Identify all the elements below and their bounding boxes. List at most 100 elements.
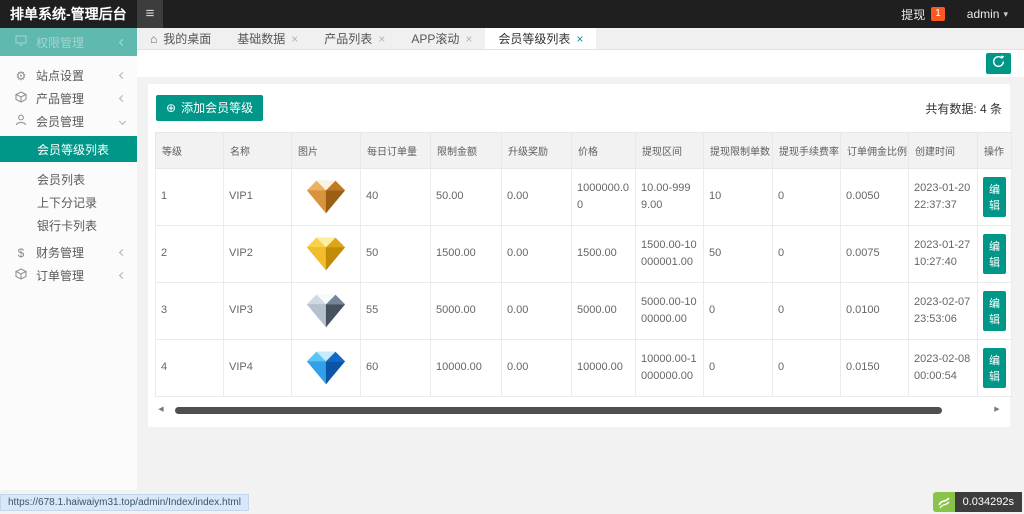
main-area: ⌂ 我的桌面 基础数据 × 产品列表 × APP滚动 × 会员等级列表 × (137, 28, 1024, 514)
close-icon[interactable]: × (465, 31, 473, 46)
tab-app-scroll[interactable]: APP滚动 × (398, 28, 485, 49)
cell-commission: 0.0150 (840, 339, 909, 397)
chevron-left-icon (118, 38, 127, 46)
withdraw-count-badge: 1 (931, 7, 945, 21)
cell-created: 2023-01-20 22:37:37 (908, 168, 978, 226)
tab-my-desktop[interactable]: ⌂ 我的桌面 (137, 28, 224, 49)
close-icon[interactable]: × (378, 31, 386, 46)
sidebar-subitem-bank-card-list[interactable]: 银行卡列表 (0, 214, 137, 237)
sidebar-item-product-management[interactable]: 产品管理 (0, 87, 137, 110)
cell-withdraw-limit: 10 (703, 168, 773, 226)
sidebar-item-label: 财务管理 (36, 246, 85, 260)
page-toolbar (137, 50, 1024, 77)
cell-withdraw-fee: 0 (772, 339, 841, 397)
cell-actions: 编辑 (977, 168, 1012, 226)
tab-bar: ⌂ 我的桌面 基础数据 × 产品列表 × APP滚动 × 会员等级列表 × (137, 28, 1024, 50)
cell-image (291, 225, 361, 283)
edit-button[interactable]: 编辑 (983, 177, 1006, 217)
cell-withdraw-fee: 0 (772, 282, 841, 340)
tab-label: 我的桌面 (163, 32, 212, 46)
hamburger-icon: ≡ (145, 5, 155, 22)
cell-name: VIP3 (223, 282, 292, 340)
col-header-name: 名称 (223, 132, 292, 169)
cell-upgrade-reward: 0.00 (501, 168, 572, 226)
scroll-left-arrow-icon[interactable]: ◀ (158, 406, 164, 413)
add-button-label: 添加会员等级 (181, 101, 254, 115)
sidebar-subitem-points-record[interactable]: 上下分记录 (0, 191, 137, 214)
cell-level: 3 (155, 282, 224, 340)
close-icon[interactable]: × (291, 31, 299, 46)
add-member-level-button[interactable]: ⊕ 添加会员等级 (156, 95, 264, 121)
cell-commission: 0.0050 (840, 168, 909, 226)
diamond-gold-icon (306, 237, 346, 271)
top-header: 排单系统-管理后台 ≡ 提现 1 admin ▾ (0, 0, 1024, 28)
cell-daily-orders: 55 (360, 282, 431, 340)
cell-level: 1 (155, 168, 224, 226)
thinkphp-logo-icon (932, 492, 955, 512)
cell-name: VIP1 (223, 168, 292, 226)
plus-circle-icon: ⊕ (166, 100, 177, 115)
refresh-button[interactable] (986, 53, 1011, 74)
scrollbar-track[interactable] (167, 406, 991, 414)
sidebar-item-site-settings[interactable]: ⚙ 站点设置 (0, 64, 137, 87)
sidebar-subitem-label: 银行卡列表 (37, 219, 98, 233)
table-row: 3 VIP3 55 5000.00 0.00 5000.00 5000.00-1… (155, 282, 1012, 340)
table-row: 1 VIP1 40 50.00 0.00 1000000.00 10.00-99… (155, 168, 1012, 226)
sidebar-item-order-management[interactable]: 订单管理 (0, 264, 137, 287)
cell-upgrade-reward: 0.00 (501, 225, 572, 283)
chevron-left-icon (118, 71, 127, 80)
tab-basic-data[interactable]: 基础数据 × (224, 28, 311, 49)
sidebar-item-label: 订单管理 (36, 269, 85, 283)
cell-limit-amount: 10000.00 (430, 339, 502, 397)
cell-image (291, 282, 361, 340)
chevron-left-icon (118, 248, 127, 257)
sidebar-subitem-member-level-list[interactable]: 会员等级列表 (0, 136, 137, 162)
sidebar-subitem-label: 上下分记录 (37, 196, 98, 210)
cell-daily-orders: 60 (360, 339, 431, 397)
scroll-right-arrow-icon[interactable]: ▶ (994, 406, 1000, 413)
cell-actions: 编辑 (977, 339, 1012, 397)
edit-button[interactable]: 编辑 (983, 291, 1006, 331)
app-title: 排单系统-管理后台 (10, 6, 127, 22)
sidebar-item-permissions[interactable]: 权限管理 (0, 28, 137, 56)
cell-withdraw-limit: 50 (703, 225, 773, 283)
horizontal-scrollbar: ◀ ▶ (155, 406, 1003, 414)
scrollbar-thumb[interactable] (175, 406, 942, 414)
cell-name: VIP4 (223, 339, 292, 397)
diamond-orange-icon (306, 180, 346, 214)
col-header-actions: 操作 (977, 132, 1012, 169)
status-bar-url: https://678.1.haiwaiym31.top/admin/Index… (0, 494, 249, 511)
cell-image (291, 168, 361, 226)
member-management-submenu: 会员等级列表 会员列表 上下分记录 银行卡列表 (0, 136, 137, 237)
tab-product-list[interactable]: 产品列表 × (311, 28, 398, 49)
tab-member-level-list[interactable]: 会员等级列表 × (485, 28, 597, 49)
sidebar-item-member-management[interactable]: 会员管理 (0, 110, 137, 133)
cell-created: 2023-02-08 00:00:54 (908, 339, 978, 397)
username: admin (966, 7, 1000, 21)
withdraw-menu-item[interactable]: 提现 1 (901, 6, 945, 23)
cell-withdraw-range: 5000.00-1000000.00 (635, 282, 704, 340)
cell-commission: 0.0100 (840, 282, 909, 340)
cell-withdraw-limit: 0 (703, 282, 773, 340)
total-count-text: 共有数据: 4 条 (925, 101, 1002, 116)
user-menu[interactable]: admin ▾ (967, 7, 1008, 21)
trace-toggle[interactable]: 0.034292s (932, 492, 1022, 512)
gear-icon: ⚙ (15, 68, 27, 83)
content-card: ⊕ 添加会员等级 共有数据: 4 条 等级 名称 图片 每日订单量 限制金额 升… (148, 84, 1012, 427)
edit-button[interactable]: 编辑 (983, 348, 1006, 388)
cell-limit-amount: 5000.00 (430, 282, 502, 340)
close-icon[interactable]: × (576, 31, 584, 46)
withdraw-label: 提现 (901, 7, 926, 22)
sidebar-collapse-button[interactable]: ≡ (137, 0, 163, 28)
member-level-table: 等级 名称 图片 每日订单量 限制金额 升级奖励 价格 提现区间 提现限制单数 … (155, 132, 1012, 397)
sidebar-subitem-member-list[interactable]: 会员列表 (0, 168, 137, 191)
edit-button[interactable]: 编辑 (983, 234, 1006, 274)
cell-price: 1500.00 (571, 225, 636, 283)
cell-withdraw-range: 10.00-9999.00 (635, 168, 704, 226)
cell-actions: 编辑 (977, 282, 1012, 340)
cell-withdraw-range: 1500.00-10000001.00 (635, 225, 704, 283)
tab-label: 会员等级列表 (498, 32, 571, 46)
refresh-icon (992, 55, 1005, 73)
table-row: 4 VIP4 60 10000.00 0.00 10000.00 10000.0… (155, 339, 1012, 397)
sidebar-item-finance-management[interactable]: $ 财务管理 (0, 241, 137, 264)
